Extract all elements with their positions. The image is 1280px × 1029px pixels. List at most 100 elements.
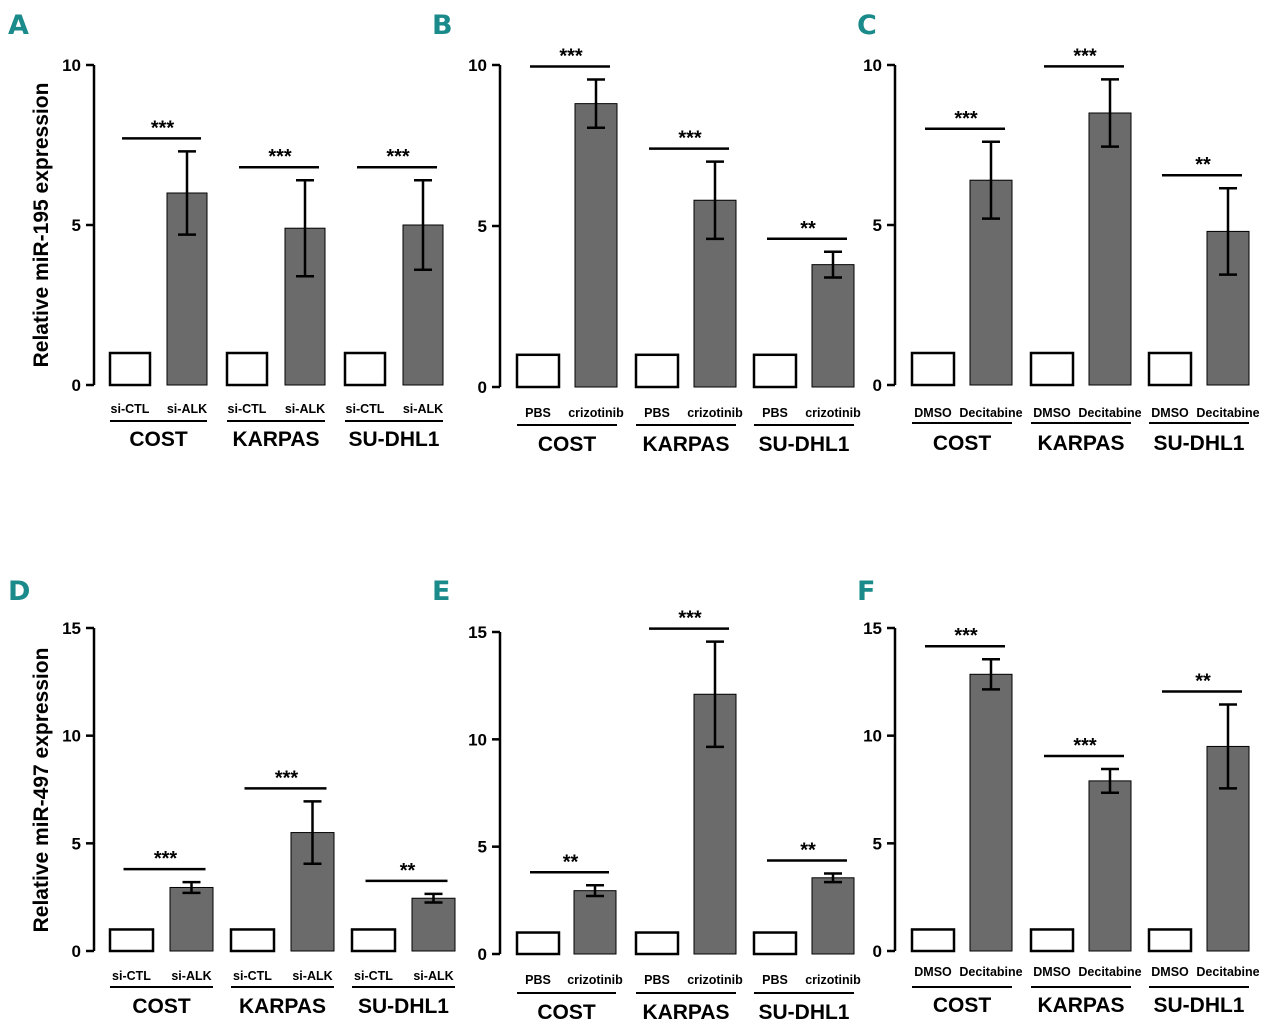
group-label: KARPAS: [1037, 994, 1124, 1017]
significance-label: ***: [386, 146, 410, 168]
x-category-label: DMSO: [1151, 965, 1189, 979]
y-tick-label: 15: [863, 619, 882, 638]
bar-control: [634, 353, 680, 389]
bar-treatment: [411, 897, 456, 952]
x-category-label: crizotinib: [567, 973, 623, 987]
x-category-label: PBS: [762, 406, 788, 420]
bar-control: [910, 351, 956, 387]
bar-control: [1029, 928, 1075, 953]
bar-treatment: [811, 877, 855, 955]
x-category-label: si-CTL: [112, 969, 151, 983]
y-tick-label: 5: [72, 834, 81, 853]
bar-treatment: [1088, 780, 1132, 952]
significance-label: ***: [1073, 735, 1097, 757]
bar-control: [229, 928, 276, 953]
y-tick-label: 5: [478, 838, 487, 857]
bar-treatment: [574, 103, 618, 388]
significance-label: **: [800, 218, 816, 240]
x-category-label: crizotinib: [805, 973, 861, 987]
x-category-label: Decitabine: [1196, 965, 1259, 979]
bar-treatment: [969, 673, 1013, 952]
significance-label: **: [400, 860, 416, 882]
y-tick-label: 0: [478, 378, 487, 397]
bar-control: [225, 351, 269, 387]
panel-letter: F: [857, 576, 875, 607]
panel-letter: B: [432, 10, 453, 41]
x-category-label: crizotinib: [687, 973, 743, 987]
bar-control: [634, 931, 680, 956]
significance-label: **: [1195, 670, 1211, 692]
x-category-label: Decitabine: [1078, 965, 1141, 979]
bar-treatment: [1088, 112, 1132, 386]
y-axis-label: Relative miR-497 expression: [30, 648, 53, 933]
y-tick-label: 5: [873, 216, 882, 235]
group-label: COST: [132, 995, 191, 1018]
panel-letter: A: [8, 10, 29, 41]
bar-control: [108, 928, 155, 953]
panel-b: B 0 5 10 PBS crizotinib PBS crizotinib PBS crizot…: [432, 10, 861, 456]
x-category-label: Decitabine: [959, 965, 1022, 979]
group-label: SU-DHL1: [758, 433, 849, 456]
panel-letter: C: [857, 10, 877, 41]
group-label: KARPAS: [642, 1001, 729, 1024]
x-category-label: PBS: [644, 973, 670, 987]
significance-label: **: [800, 840, 816, 862]
x-category-label: si-ALK: [285, 402, 325, 416]
x-category-label: crizotinib: [805, 406, 861, 420]
panel-f: F 0 5 10 15 DMSO Decitabine DMSO Decitabine DMSO D…: [857, 576, 1260, 1017]
group-label: SU-DHL1: [758, 1001, 849, 1024]
significance-label: ***: [678, 128, 702, 150]
x-category-label: crizotinib: [687, 406, 743, 420]
bar-control: [752, 931, 798, 956]
x-category-label: si-CTL: [233, 969, 272, 983]
bar-control: [1147, 351, 1193, 387]
y-tick-label: 0: [873, 376, 882, 395]
y-tick-label: 0: [72, 942, 81, 961]
bar-control: [350, 928, 397, 953]
x-category-label: DMSO: [914, 965, 952, 979]
bar-control: [108, 351, 152, 387]
y-tick-label: 10: [863, 56, 882, 75]
x-category-label: DMSO: [1033, 406, 1071, 420]
x-category-label: si-CTL: [228, 402, 267, 416]
x-category-label: Decitabine: [1078, 406, 1141, 420]
y-tick-label: 10: [62, 56, 81, 75]
panel-a: A 0 5 10 Relative miR-195 expression si-CTL si…: [8, 10, 444, 451]
x-category-label: Decitabine: [1196, 406, 1259, 420]
y-tick-label: 5: [478, 217, 487, 236]
y-tick-label: 10: [62, 727, 81, 746]
y-tick-label: 0: [478, 945, 487, 964]
y-tick-label: 10: [468, 730, 487, 749]
y-tick-label: 0: [72, 376, 81, 395]
group-label: SU-DHL1: [348, 428, 439, 451]
x-category-label: crizotinib: [568, 406, 624, 420]
significance-label: ***: [151, 117, 175, 139]
bar-treatment: [402, 224, 444, 386]
significance-label: ***: [275, 767, 299, 789]
significance-label: ***: [1073, 45, 1097, 67]
x-category-label: PBS: [525, 406, 551, 420]
significance-label: ***: [954, 108, 978, 130]
panel-letter: D: [8, 576, 30, 607]
x-category-label: PBS: [644, 406, 670, 420]
x-category-label: si-ALK: [403, 402, 443, 416]
x-category-label: si-ALK: [413, 969, 453, 983]
bar-control: [515, 931, 561, 956]
x-category-label: si-ALK: [167, 402, 207, 416]
group-label: KARPAS: [642, 433, 729, 456]
bar-control: [1147, 928, 1193, 953]
group-label: KARPAS: [239, 995, 326, 1018]
y-tick-label: 5: [873, 834, 882, 853]
group-label: COST: [129, 428, 188, 451]
bar-treatment: [573, 890, 617, 955]
bar-treatment: [811, 264, 855, 388]
x-category-label: si-ALK: [292, 969, 332, 983]
x-category-label: si-CTL: [346, 402, 385, 416]
x-category-label: si-CTL: [111, 402, 150, 416]
bar-control: [1029, 351, 1075, 387]
bar-control: [515, 353, 561, 389]
group-label: KARPAS: [232, 428, 319, 451]
group-label: KARPAS: [1037, 432, 1124, 455]
y-tick-label: 10: [863, 727, 882, 746]
bar-treatment: [169, 886, 214, 952]
